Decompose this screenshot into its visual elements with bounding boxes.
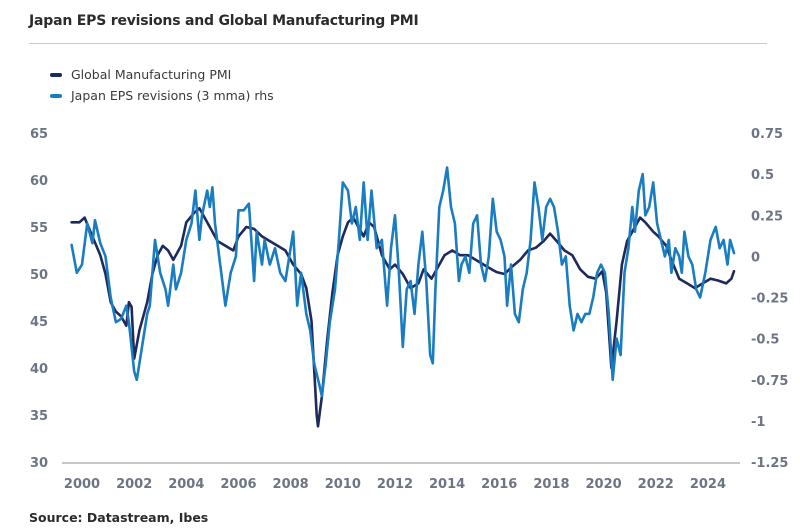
y2-tick-label: 0.25 [751,209,783,224]
x-tick-label: 2010 [325,477,361,492]
x-tick-label: 2014 [429,477,465,492]
x-tick-label: 2024 [690,477,726,492]
source-note: Source: Datastream, Ibes [29,510,209,525]
y2-tick-label: -1.25 [751,456,788,471]
y2-tick-label: -0.75 [751,374,788,389]
y-tick-label: 55 [30,221,48,236]
x-tick-label: 2016 [481,477,517,492]
chart-title: Japan EPS revisions and Global Manufactu… [29,13,419,29]
y-tick-label: 40 [30,362,48,377]
legend-swatch-eps [50,93,62,98]
x-tick-label: 2018 [533,477,569,492]
legend-item-pmi: Global Manufacturing PMI [50,64,274,85]
x-tick-label: 2002 [116,477,152,492]
series-line-pmi [70,206,736,428]
series-line-eps [70,166,736,398]
x-tick-label: 2020 [586,477,622,492]
chart-legend: Global Manufacturing PMI Japan EPS revis… [50,64,274,106]
y-tick-label: 35 [30,409,48,424]
x-tick-label: 2006 [220,477,256,492]
x-tick-label: 2000 [64,477,100,492]
title-divider [29,43,767,44]
y2-tick-label: 0.75 [751,127,783,142]
x-tick-label: 2004 [168,477,204,492]
y2-tick-label: 0.5 [751,168,774,183]
y-tick-label: 50 [30,268,48,283]
y2-tick-label: 0 [751,250,760,265]
legend-label-eps: Japan EPS revisions (3 mma) rhs [71,88,274,103]
x-tick-label: 2012 [377,477,413,492]
legend-label-pmi: Global Manufacturing PMI [71,67,232,82]
y-tick-label: 30 [30,456,48,471]
legend-item-eps: Japan EPS revisions (3 mma) rhs [50,85,274,106]
x-tick-label: 2008 [273,477,309,492]
y-tick-label: 65 [30,127,48,142]
y-tick-label: 60 [30,174,48,189]
y2-tick-label: -1 [751,415,765,430]
x-tick-label: 2022 [638,477,674,492]
y2-tick-label: -0.5 [751,333,779,348]
y-tick-label: 45 [30,315,48,330]
y2-tick-label: -0.25 [751,292,788,307]
legend-swatch-pmi [50,72,62,77]
